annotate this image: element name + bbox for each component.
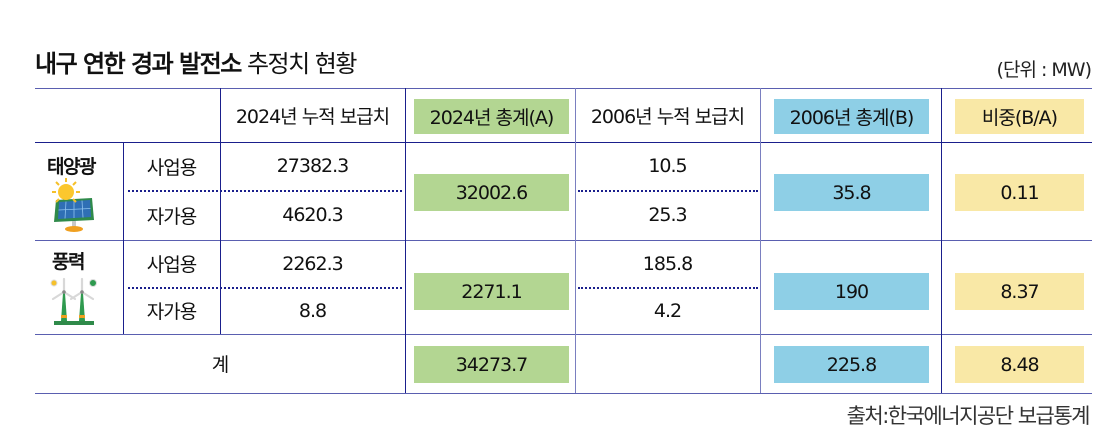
total-2006-value: 35.8: [774, 174, 929, 211]
category-wind: 풍력: [52, 251, 85, 273]
wind-turbine-icon: [50, 277, 98, 327]
col-divider: [760, 88, 761, 393]
title-bold: 내구 연한 경과 발전소: [35, 50, 242, 78]
grand-total-2024: 34273.7: [414, 346, 569, 383]
header-ratio: 비중(B/A): [955, 99, 1084, 134]
title-normal: 추정치 현황: [246, 50, 358, 78]
dotted-separator: [128, 287, 402, 289]
col-divider: [941, 88, 942, 393]
total-row-label: 계: [211, 354, 229, 376]
col-divider: [405, 88, 406, 393]
total-2024-value: 32002.6: [414, 174, 569, 211]
header-cum-2024: 2024년 누적 보급치: [235, 105, 390, 128]
page-title: 내구 연한 경과 발전소 추정치 현황: [35, 44, 358, 79]
cum-2006-value: 185.8: [642, 252, 693, 275]
col-divider: [123, 142, 124, 334]
category-solar: 태양광: [47, 156, 96, 178]
col-divider: [575, 88, 576, 393]
header-total-2006: 2006년 총계(B): [774, 99, 929, 134]
group-divider: [35, 334, 1092, 335]
cum-2006-value: 10.5: [648, 155, 687, 177]
dotted-separator: [578, 190, 758, 192]
type-label: 사업용: [146, 254, 197, 276]
dotted-separator: [578, 287, 758, 289]
group-divider: [35, 240, 1092, 241]
col-divider: [220, 88, 221, 334]
dotted-separator: [128, 190, 402, 192]
ratio-value: 8.37: [955, 273, 1084, 310]
cum-2024-value: 4620.3: [282, 204, 343, 226]
type-label: 사업용: [146, 156, 197, 179]
header-bottom-border: [35, 142, 1092, 143]
total-2006-value: 190: [774, 273, 929, 310]
type-label: 자가용: [146, 205, 197, 228]
unit-label: (단위 : MW): [996, 59, 1092, 81]
total-2024-value: 2271.1: [414, 273, 569, 310]
grand-ratio: 8.48: [955, 346, 1084, 383]
table-bottom-border: [35, 393, 1092, 394]
solar-panel-icon: [50, 178, 98, 233]
header-cum-2006: 2006년 누적 보급치: [590, 105, 745, 128]
header-total-2024: 2024년 총계(A): [414, 99, 569, 134]
cum-2006-value: 25.3: [648, 204, 687, 226]
table-top-border: [35, 88, 1092, 89]
cum-2024-value: 8.8: [298, 299, 327, 322]
grand-total-2006: 225.8: [774, 346, 929, 383]
ratio-value: 0.11: [955, 174, 1084, 211]
cum-2024-value: 27382.3: [276, 155, 350, 177]
cum-2024-value: 2262.3: [282, 252, 343, 275]
type-label: 자가용: [146, 301, 197, 323]
cum-2006-value: 4.2: [653, 299, 682, 322]
source-note: 출처:한국에너지공단 보급통계: [846, 404, 1091, 428]
